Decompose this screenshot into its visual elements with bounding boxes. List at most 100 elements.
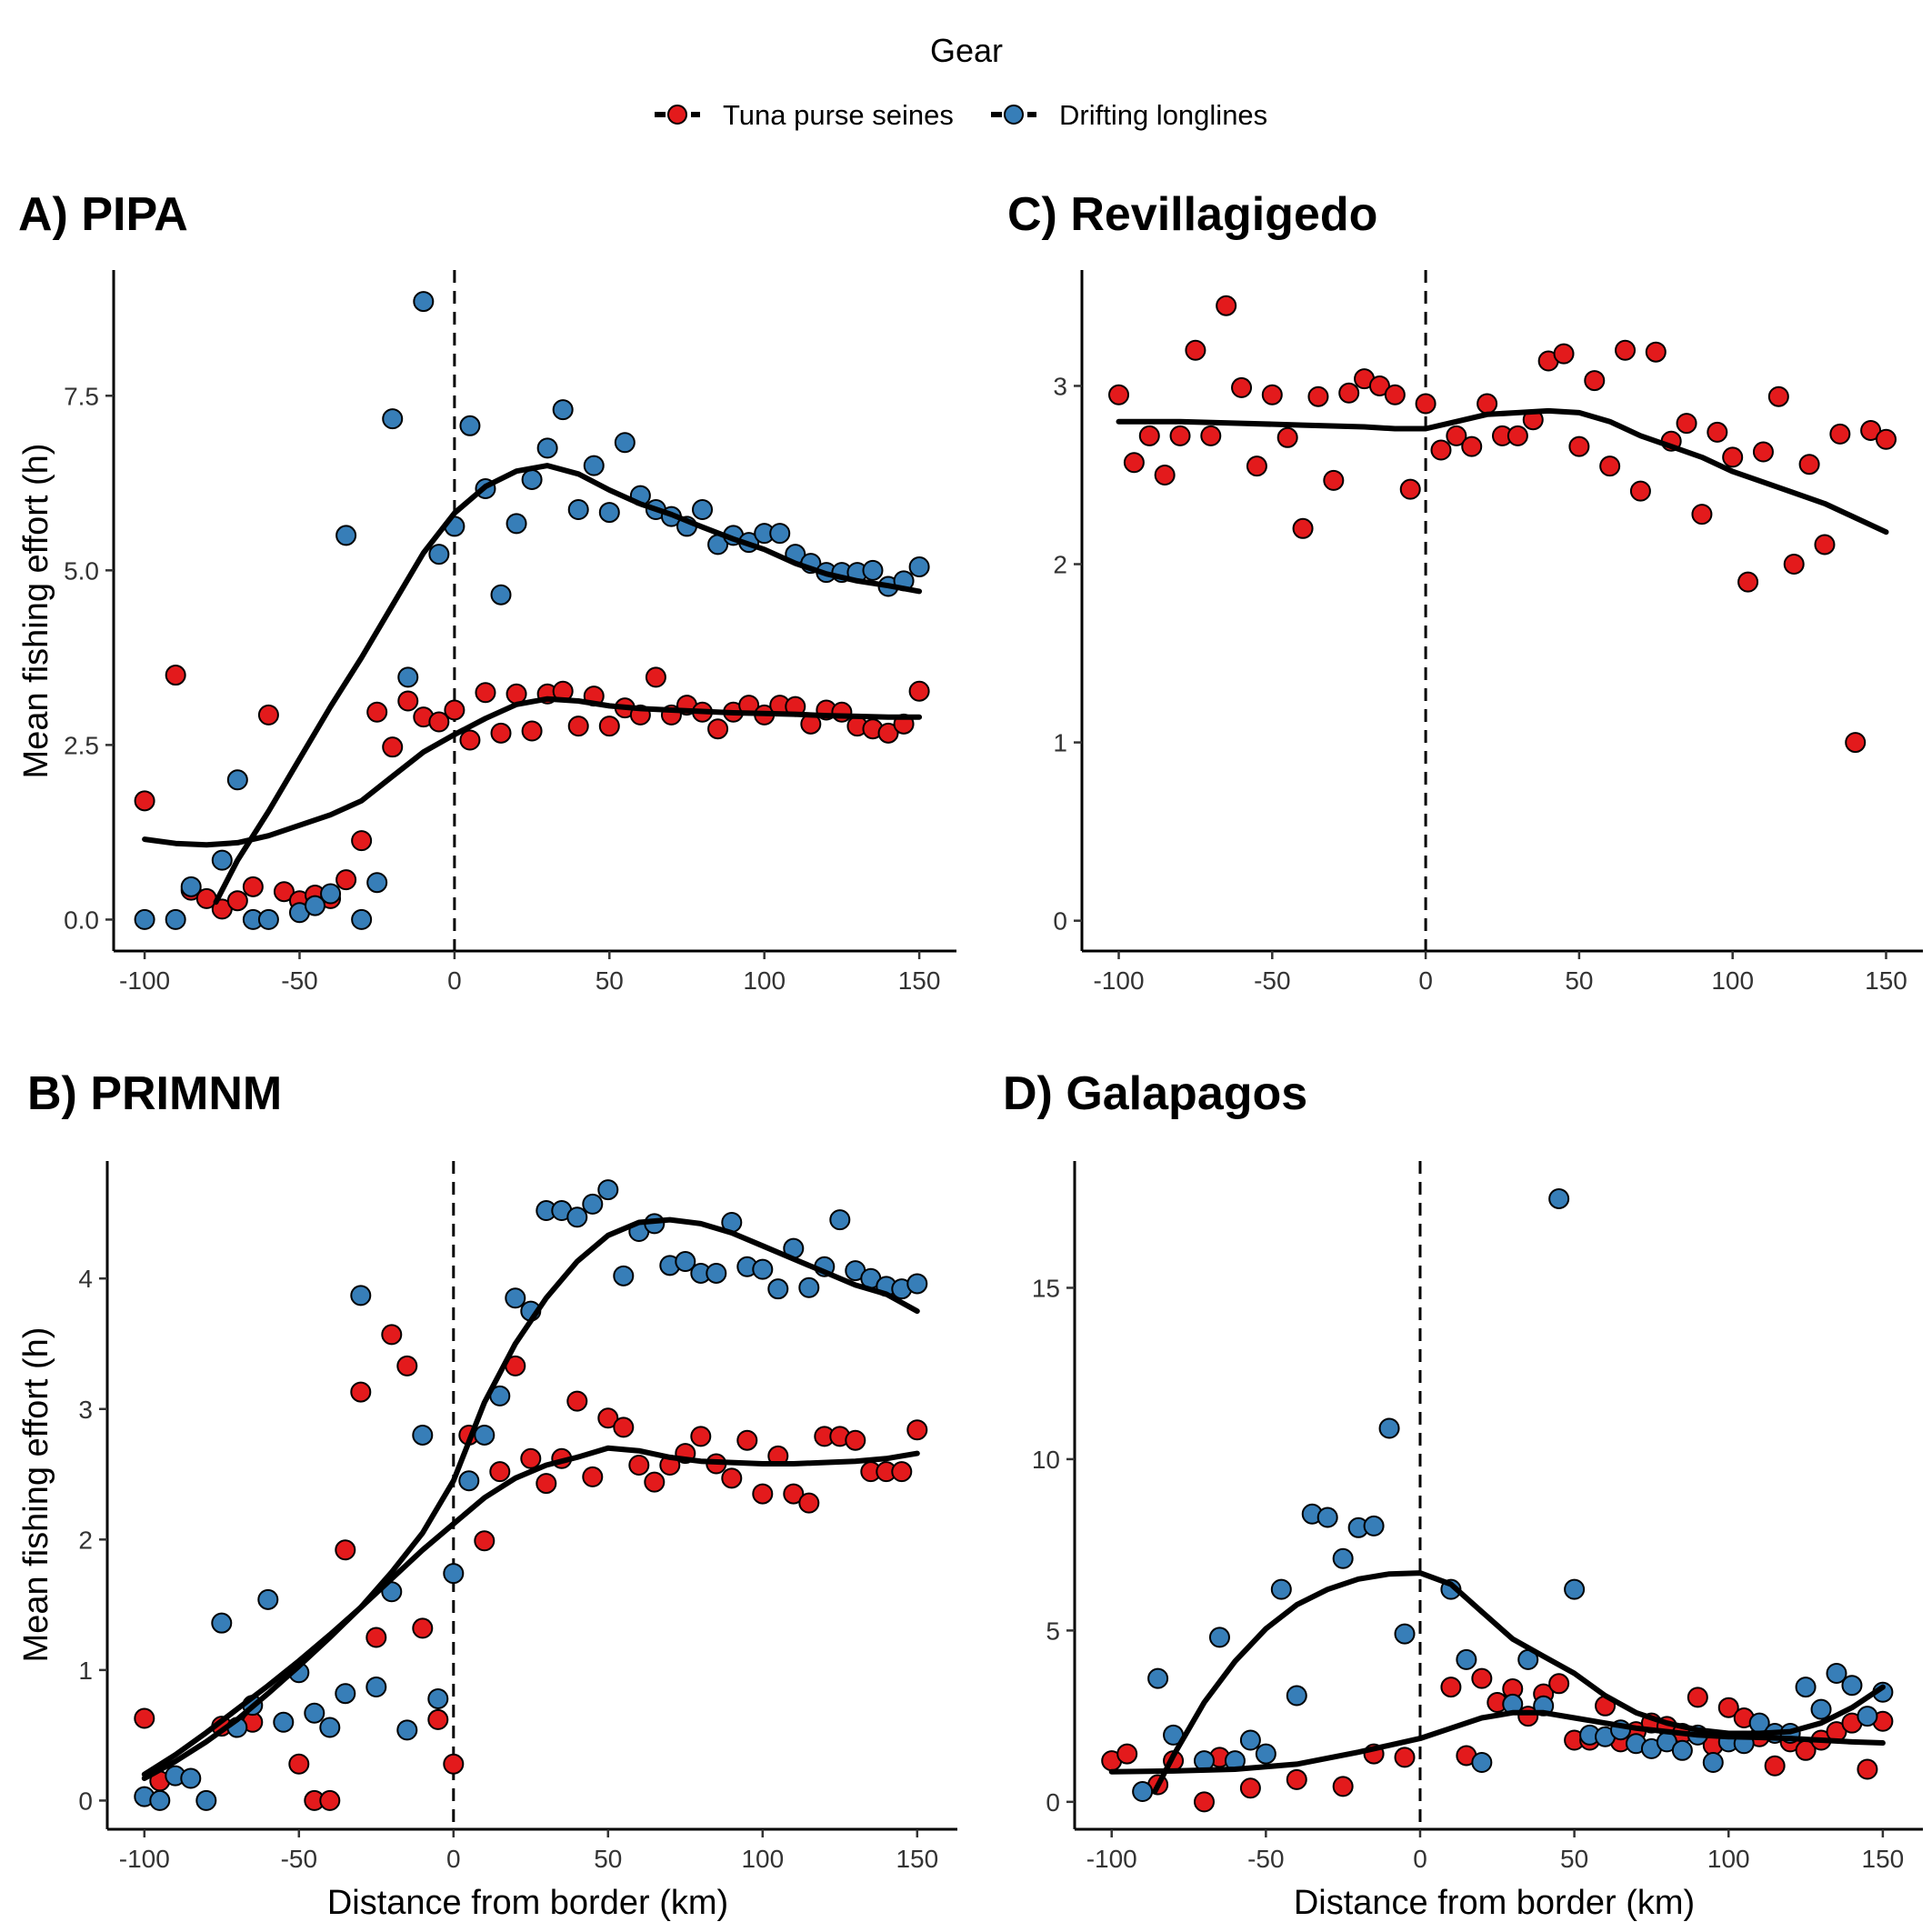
data-point xyxy=(335,869,357,891)
data-point xyxy=(736,1429,758,1451)
data-point xyxy=(427,1708,449,1730)
data-point xyxy=(1332,1776,1354,1797)
data-point xyxy=(536,437,558,459)
data-point xyxy=(1471,1667,1493,1689)
y-tick-label: 2 xyxy=(78,1526,93,1554)
x-tick-label: 50 xyxy=(1565,966,1593,995)
y-axis-title: Mean fishing effort (h) xyxy=(17,1327,55,1663)
legend-title: Gear xyxy=(930,32,1003,69)
data-point xyxy=(1276,426,1298,448)
smooth-line xyxy=(1152,1570,1886,1795)
x-tick-label: -100 xyxy=(1093,966,1144,995)
data-point xyxy=(366,701,388,723)
data-point xyxy=(1216,295,1237,316)
data-point xyxy=(1239,1729,1261,1751)
data-point xyxy=(397,690,419,712)
data-point xyxy=(365,1627,387,1648)
data-point xyxy=(412,1617,434,1639)
data-point xyxy=(752,1258,774,1280)
data-point xyxy=(1860,419,1882,441)
data-point xyxy=(692,498,714,520)
data-point xyxy=(1316,1507,1338,1528)
data-point xyxy=(505,1287,526,1309)
y-tick-label: 2.5 xyxy=(64,731,99,759)
data-point xyxy=(350,1285,372,1306)
legend: Gear Tuna purse seines Drifting longline… xyxy=(655,32,1267,131)
data-point xyxy=(1286,1685,1307,1707)
data-point xyxy=(1323,469,1345,491)
data-point xyxy=(165,908,186,930)
data-point xyxy=(1446,425,1467,446)
data-point xyxy=(257,908,279,930)
data-point xyxy=(1430,439,1452,461)
data-point xyxy=(1584,370,1606,392)
data-point xyxy=(242,876,264,897)
data-point xyxy=(1270,1578,1292,1600)
data-point xyxy=(1687,1687,1708,1708)
data-point xyxy=(1829,423,1851,445)
data-point xyxy=(350,1381,372,1403)
legend-label: Drifting longlines xyxy=(1059,99,1267,131)
data-point xyxy=(520,1447,542,1469)
data-point xyxy=(706,1262,727,1284)
data-point xyxy=(752,1483,774,1505)
data-point xyxy=(707,718,729,740)
data-point xyxy=(628,1454,650,1476)
panel-title: C) Revillagigedo xyxy=(1007,188,1377,241)
data-point xyxy=(1399,478,1421,500)
smooth-line xyxy=(141,1216,920,1781)
x-tick-label: -100 xyxy=(1086,1845,1137,1873)
y-tick-label: 3 xyxy=(78,1396,93,1424)
x-tick-label: 0 xyxy=(447,966,462,995)
smooth-line xyxy=(213,463,923,906)
data-point xyxy=(1307,385,1329,407)
data-point xyxy=(613,1416,635,1438)
data-point xyxy=(381,1324,403,1346)
data-point xyxy=(1116,1743,1138,1765)
data-point xyxy=(1795,1677,1817,1698)
panel-b: B) PRIMNM 0 1 2 3 4 -100 -50 0 50 100 150 Mean fishi… xyxy=(17,1067,957,1922)
data-point xyxy=(444,699,465,721)
y-tick-label: 2 xyxy=(1053,551,1067,579)
y-tick-label: 1 xyxy=(78,1657,93,1685)
x-tick-label: 50 xyxy=(596,966,624,995)
data-point xyxy=(1368,375,1390,396)
x-axis-title: Distance from border (km) xyxy=(327,1884,728,1922)
y-tick-label: 5.0 xyxy=(64,556,99,585)
data-point xyxy=(906,1419,928,1441)
data-point xyxy=(1200,425,1222,446)
data-point xyxy=(443,1753,465,1775)
data-point xyxy=(567,716,589,737)
data-point xyxy=(1783,554,1805,576)
data-point xyxy=(1875,428,1897,450)
x-tick-label: 150 xyxy=(898,966,941,995)
data-point xyxy=(1737,571,1759,593)
data-point xyxy=(1810,1698,1832,1720)
data-point xyxy=(1717,1697,1739,1718)
x-tick-label: -100 xyxy=(119,966,170,995)
y-tick-label: 0 xyxy=(1046,1788,1060,1817)
smooth-line xyxy=(141,1445,920,1777)
data-point xyxy=(1857,1706,1878,1727)
data-point xyxy=(382,408,404,430)
data-point xyxy=(458,1470,480,1492)
data-point xyxy=(459,729,481,751)
data-point xyxy=(1798,454,1820,475)
panel-title: B) PRIMNM xyxy=(27,1067,282,1120)
y-tick-label: 3 xyxy=(1053,372,1067,400)
data-point xyxy=(1231,376,1253,398)
y-tick-label: 0 xyxy=(1053,907,1067,936)
data-point xyxy=(536,1473,557,1495)
data-point xyxy=(1548,1673,1570,1695)
legend-item-drifting-longlines: Drifting longlines xyxy=(991,99,1267,131)
data-point xyxy=(273,881,295,903)
data-point xyxy=(1691,504,1713,526)
y-axis-title: Mean fishing effort (h) xyxy=(17,444,55,779)
x-tick-label: 0 xyxy=(446,1845,461,1873)
y-tick-label: 1 xyxy=(1053,729,1067,757)
data-point xyxy=(783,1483,805,1505)
data-point xyxy=(443,1563,465,1585)
data-point xyxy=(335,1539,356,1561)
data-point xyxy=(1239,1777,1261,1799)
